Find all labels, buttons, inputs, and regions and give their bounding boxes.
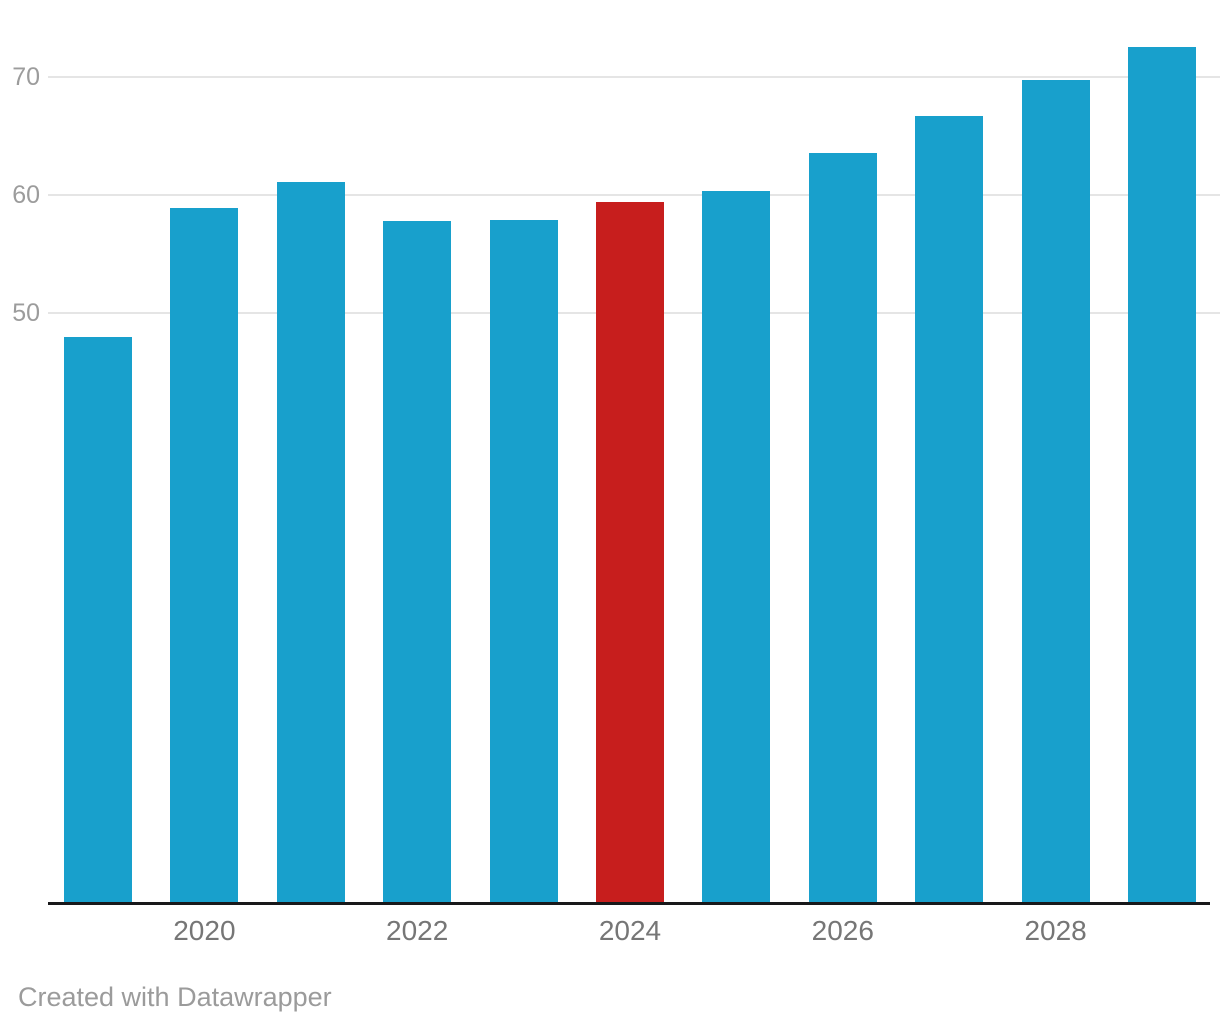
x-axis-line: [48, 902, 1210, 905]
bar-2025[interactable]: [702, 190, 770, 902]
gridline-y-60: [48, 194, 1220, 197]
bar-2029[interactable]: [1128, 46, 1196, 902]
gridline-y-70: [48, 76, 1220, 79]
bar-2021[interactable]: [277, 182, 345, 902]
bar-2024[interactable]: [596, 202, 664, 902]
x-axis-tick-label: 2022: [386, 915, 449, 946]
bar-2026[interactable]: [809, 152, 877, 902]
x-axis-tick-label: 2028: [1024, 915, 1087, 946]
bar-2019[interactable]: [64, 336, 132, 902]
y-axis-tick-label: 50: [12, 299, 40, 328]
bar-2020[interactable]: [170, 208, 238, 902]
datawrapper-attribution-link[interactable]: Created with Datawrapper: [18, 982, 332, 1012]
bar-2023[interactable]: [490, 220, 558, 902]
y-axis-tick-label: 60: [12, 181, 40, 210]
bar-2027[interactable]: [915, 116, 983, 902]
x-axis-tick-label: 2024: [598, 915, 662, 946]
bar-2022[interactable]: [383, 221, 451, 902]
x-axis-tick-label: 2020: [173, 915, 236, 946]
y-axis-tick-label: 70: [12, 63, 40, 92]
bar-2028[interactable]: [1022, 79, 1090, 902]
x-axis-tick-label: 2026: [811, 915, 874, 946]
